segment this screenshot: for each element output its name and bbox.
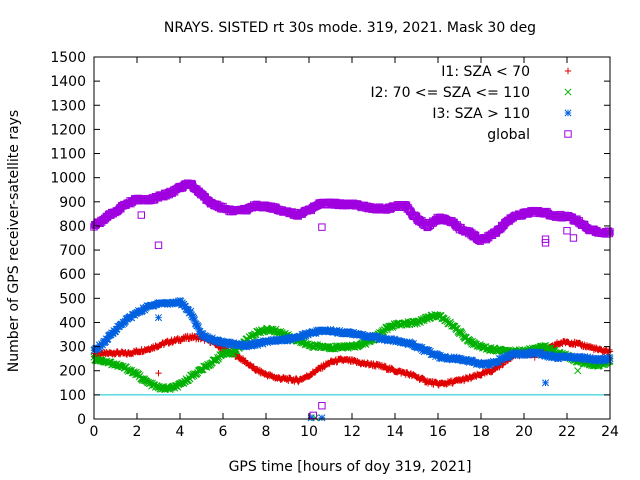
y-tick-label: 1300 [50, 98, 86, 114]
outlier-point [154, 314, 163, 322]
y-axis-label: Number of GPS receiver-satellite rays [6, 110, 22, 372]
data-point [419, 374, 426, 382]
legend-label: I1: SZA < 70 [441, 64, 530, 80]
legend-marker [564, 109, 572, 117]
y-tick-label: 1100 [50, 147, 86, 163]
y-tick-label: 800 [59, 219, 86, 235]
y-tick-label: 100 [59, 388, 86, 404]
x-tick-label: 2 [133, 424, 142, 440]
y-tick-label: 400 [59, 315, 86, 331]
series-1 [90, 310, 614, 422]
x-tick-label: 4 [176, 424, 185, 440]
x-tick-label: 22 [558, 424, 576, 440]
y-tick-label: 1400 [50, 74, 86, 90]
legend-label: I2: 70 <= SZA <= 110 [370, 85, 530, 101]
data-point [240, 356, 247, 364]
x-tick-label: 24 [601, 424, 619, 440]
x-tick-label: 20 [515, 424, 533, 440]
x-tick-label: 8 [262, 424, 271, 440]
x-tick-label: 18 [472, 424, 490, 440]
outlier-point [318, 414, 326, 422]
x-tick-label: 14 [386, 424, 404, 440]
x-tick-label: 0 [90, 424, 99, 440]
y-tick-label: 300 [59, 340, 86, 356]
x-tick-label: 10 [300, 424, 318, 440]
x-axis-label: GPS time [hours of doy 319, 2021] [229, 459, 472, 475]
y-tick-label: 600 [59, 267, 86, 283]
x-tick-label: 6 [219, 424, 228, 440]
y-tick-label: 900 [59, 195, 86, 211]
y-tick-label: 700 [59, 243, 86, 259]
data-point [606, 346, 613, 354]
chart-title: NRAYS. SISTED rt 30s mode. 319, 2021. Ma… [164, 20, 536, 36]
outlier-point [541, 379, 550, 387]
x-tick-label: 16 [429, 424, 447, 440]
y-tick-label: 1000 [50, 171, 86, 187]
data-point [312, 368, 320, 375]
y-tick-label: 500 [59, 291, 86, 307]
y-tick-label: 1200 [50, 122, 86, 138]
data-point [231, 347, 239, 355]
y-tick-label: 200 [59, 364, 86, 380]
y-tick-label: 0 [77, 412, 86, 428]
outlier-point [155, 369, 162, 377]
y-tick-label: 1500 [50, 50, 86, 66]
legend-label: global [487, 127, 530, 143]
legend-label: I3: SZA > 110 [432, 106, 530, 122]
x-tick-label: 12 [343, 424, 361, 440]
